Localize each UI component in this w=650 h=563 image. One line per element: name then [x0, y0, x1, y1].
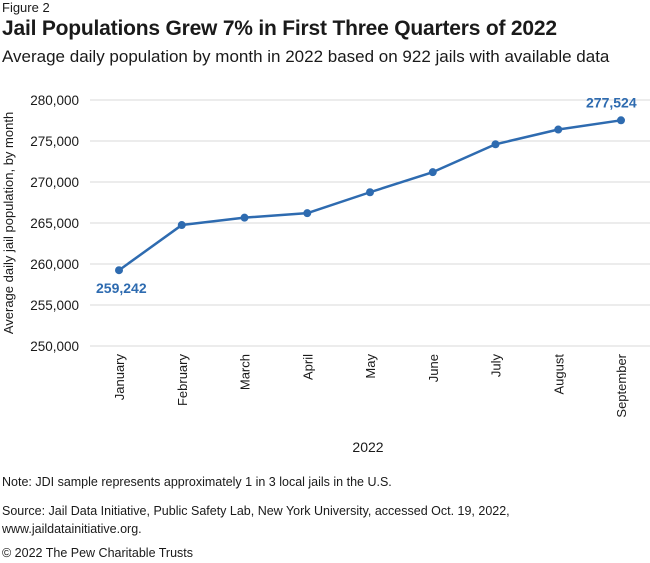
x-tick-label: June	[426, 354, 441, 382]
chart-subtitle: Average daily population by month in 202…	[2, 47, 610, 66]
y-tick-label: 270,000	[30, 175, 79, 190]
data-point	[617, 116, 625, 125]
x-tick-label: March	[238, 354, 253, 390]
y-tick-label: 265,000	[30, 216, 79, 231]
data-label: 277,524	[586, 94, 637, 110]
chart-source: Source: Jail Data Initiative, Public Saf…	[2, 504, 510, 536]
x-axis-label: 2022	[352, 439, 383, 455]
y-tick-label: 280,000	[30, 93, 79, 108]
data-label: 259,242	[96, 280, 147, 296]
data-point	[366, 188, 374, 197]
copyright: © 2022 The Pew Charitable Trusts	[2, 546, 194, 560]
x-tick-label: August	[551, 354, 566, 395]
data-point	[115, 266, 123, 275]
x-tick-label: January	[112, 354, 127, 401]
x-tick-label: April	[300, 354, 315, 380]
x-tick-label: May	[363, 354, 378, 379]
data-point	[491, 140, 500, 149]
x-tick-label: July	[489, 354, 504, 378]
data-point	[554, 125, 563, 134]
x-tick-label: February	[175, 354, 190, 407]
chart-title: Jail Populations Grew 7% in First Three …	[2, 17, 557, 40]
y-tick-label: 250,000	[30, 339, 79, 354]
data-point	[428, 168, 437, 177]
y-tick-label: 255,000	[30, 298, 79, 313]
data-point	[303, 209, 312, 218]
line-chart: 280,000 275,000 270,000 265,000 260,000 255,0…	[1, 93, 650, 455]
x-tick-label: September	[614, 353, 629, 417]
y-axis-label: Average daily jail population, by month	[1, 112, 16, 334]
y-tick-label: 260,000	[30, 257, 79, 272]
chart-note: Note: JDI sample represents approximatel…	[2, 475, 392, 489]
data-point	[240, 213, 249, 222]
y-tick-label: 275,000	[30, 134, 79, 149]
data-point	[177, 221, 186, 230]
figure-label: Figure 2	[2, 0, 50, 15]
